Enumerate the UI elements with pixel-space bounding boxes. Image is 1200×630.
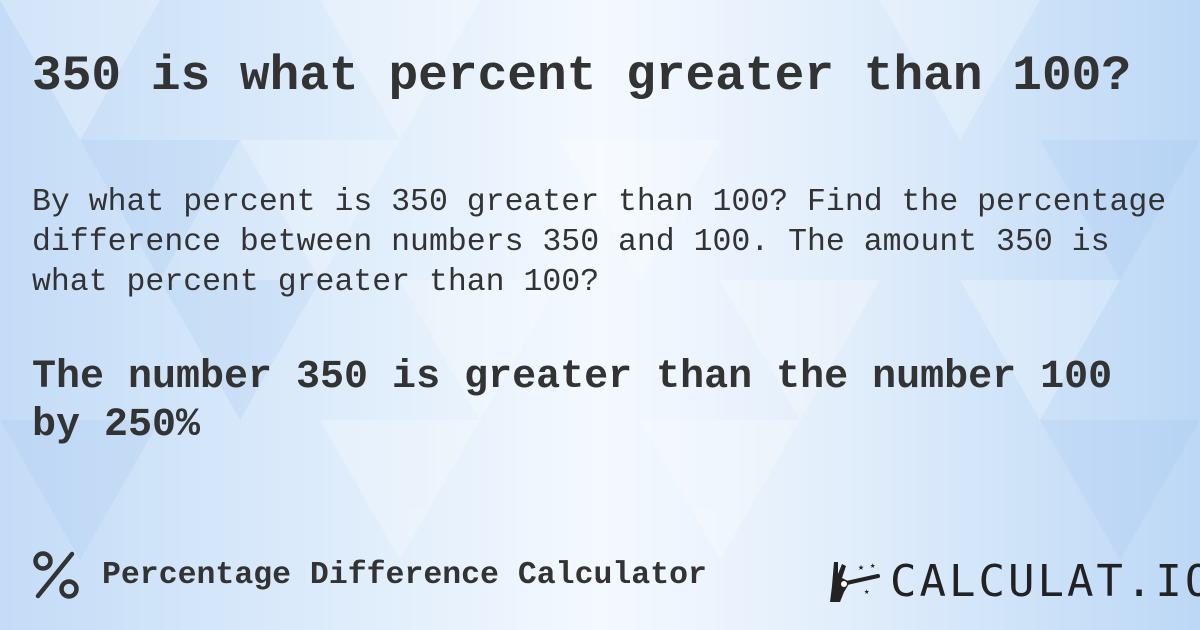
svg-text:★: ★: [864, 587, 870, 597]
result-text: The number 350 is greater than the numbe…: [32, 355, 1113, 448]
magic-hand-icon: ★ ★ ★: [830, 561, 880, 602]
calculator-name: Percentage Difference Calculator: [102, 557, 707, 593]
description: By what percent is 350 greater than 100?…: [32, 185, 1167, 300]
page-title: 350 is what percent greater than 100?: [32, 48, 1132, 104]
calculat-io-logo[interactable]: ★ ★ ★ CALCULAT.IO: [828, 556, 1200, 607]
percent-icon: [33, 551, 79, 599]
svg-text:★: ★: [858, 563, 864, 574]
svg-text:★: ★: [870, 561, 876, 571]
calculator-footer: Percentage Difference Calculator: [32, 550, 707, 600]
logo-text: CALCULAT.IO: [890, 556, 1200, 607]
